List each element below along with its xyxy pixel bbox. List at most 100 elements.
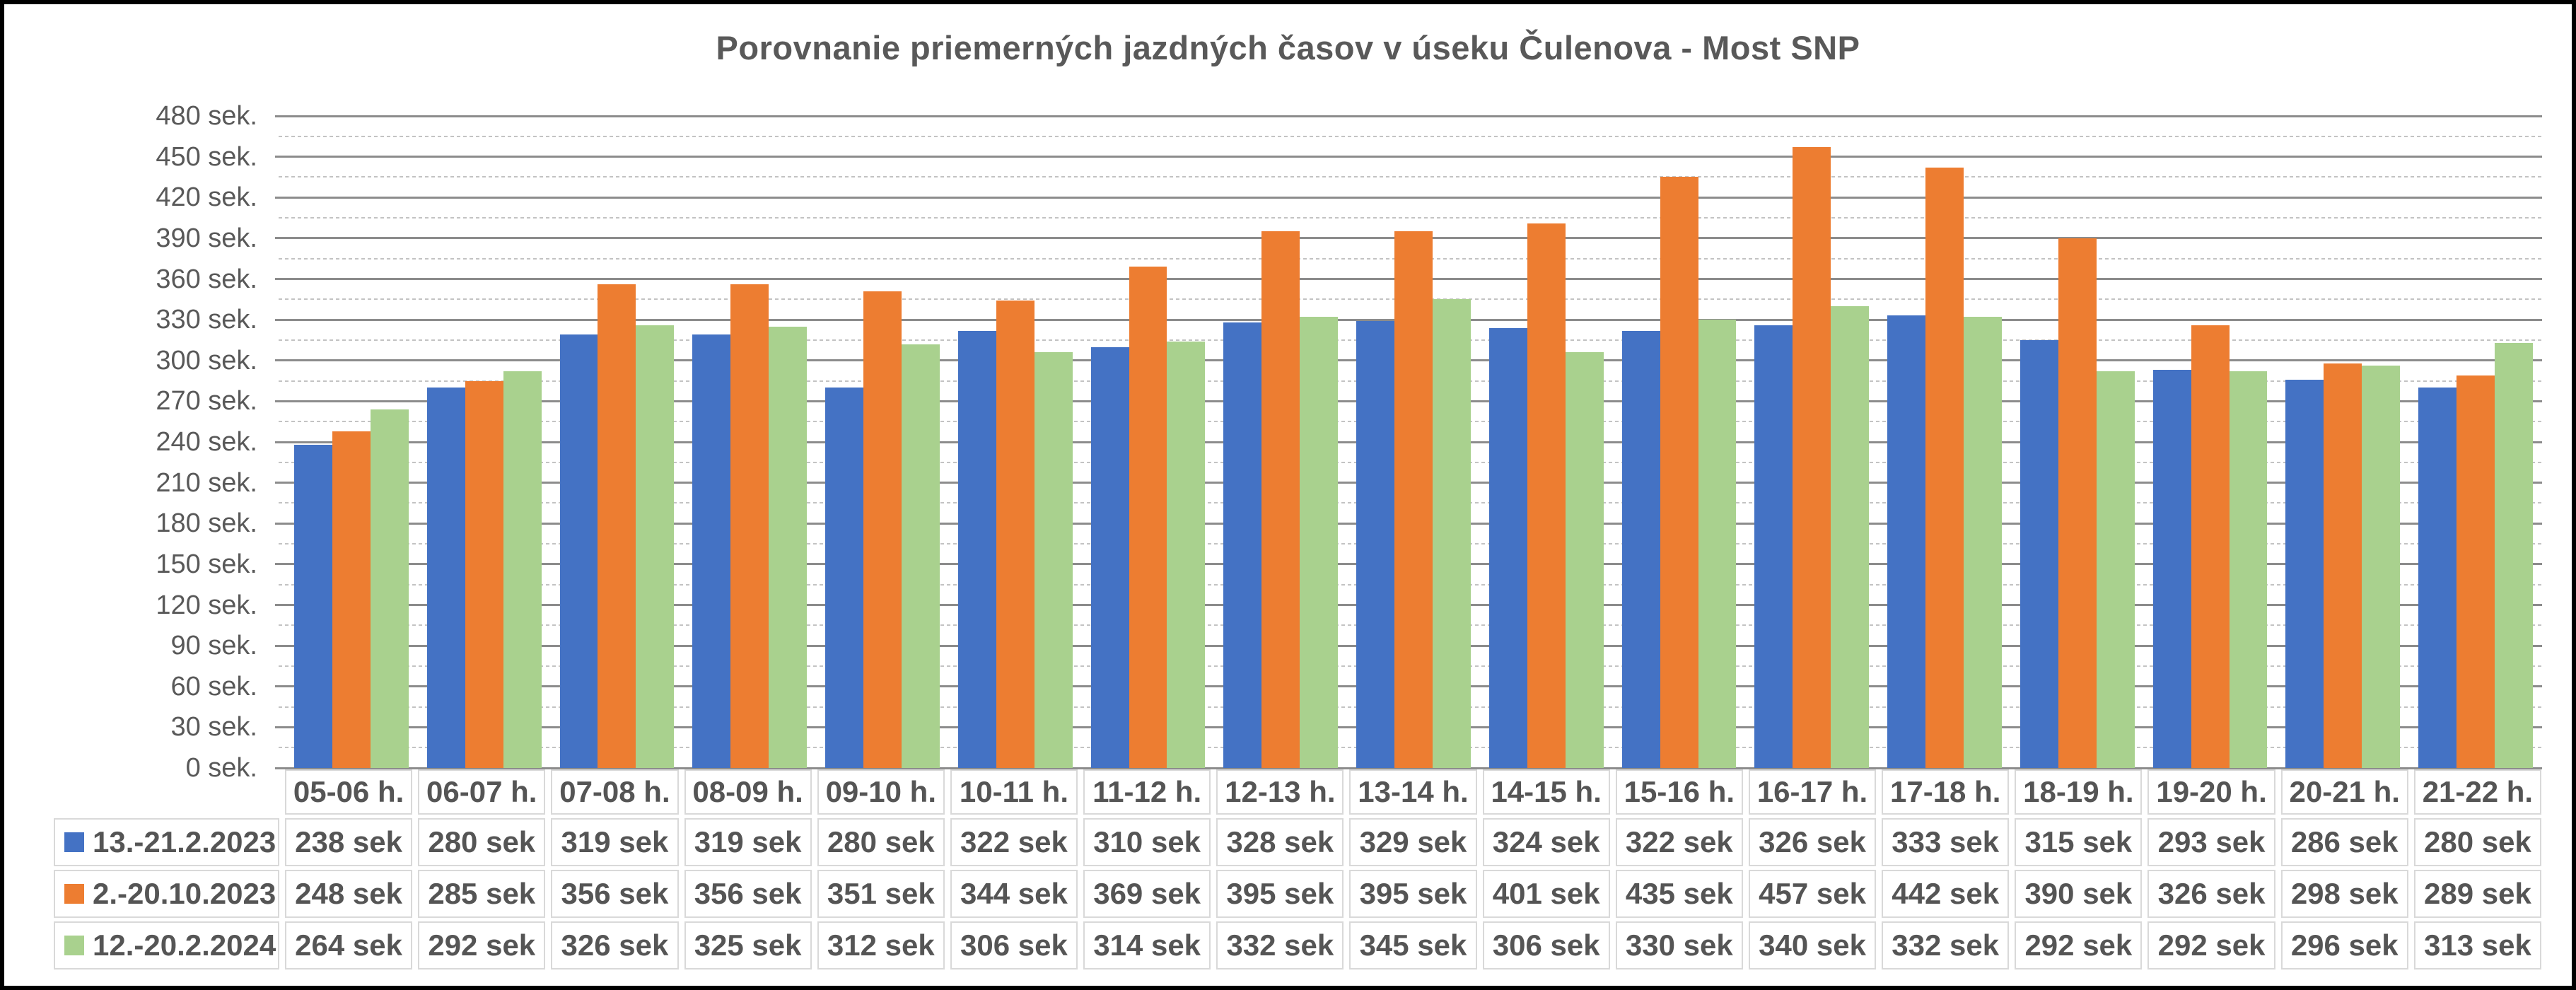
series-name-label: 2.-20.10.2023 xyxy=(93,877,276,910)
table-value-cell: 324 sek xyxy=(1482,818,1610,866)
series-legend-cell: 12.-20.2.2024 xyxy=(54,921,279,969)
table-value-cell: 325 sek xyxy=(684,921,812,969)
category-header-cell: 13-14 h. xyxy=(1349,769,1477,815)
bar-series-area xyxy=(285,116,2542,768)
bar-group xyxy=(285,116,418,768)
category-header-cell: 11-12 h. xyxy=(1083,769,1211,815)
table-value-cell: 248 sek xyxy=(285,870,413,918)
category-header-cell: 21-22 h. xyxy=(2413,769,2541,815)
y-axis-tick-label: 480 sek. xyxy=(156,101,257,131)
gridline-major xyxy=(275,196,2542,199)
bar xyxy=(294,444,332,768)
table-value-cell: 369 sek xyxy=(1083,870,1211,918)
table-value-cell: 310 sek xyxy=(1083,818,1211,866)
bar-group xyxy=(2276,116,2409,768)
table-value-cell: 395 sek xyxy=(1216,870,1344,918)
category-header-cell: 17-18 h. xyxy=(1882,769,2010,815)
legend-key-swatch xyxy=(64,832,84,852)
gridline-minor xyxy=(279,135,2542,137)
table-value-cell: 329 sek xyxy=(1349,818,1477,866)
bar-group xyxy=(418,116,551,768)
bar-group xyxy=(1214,116,1347,768)
table-value-cell: 319 sek xyxy=(684,818,812,866)
bar xyxy=(1831,305,1870,768)
bar xyxy=(559,334,598,768)
legend-key-swatch xyxy=(64,936,84,955)
category-header-cell: 16-17 h. xyxy=(1748,769,1877,815)
gridline-major xyxy=(275,767,2542,769)
table-value-cell: 298 sek xyxy=(2280,870,2408,918)
table-value-cell: 345 sek xyxy=(1349,921,1477,969)
bar xyxy=(2152,370,2191,768)
y-axis-tick-label: 30 sek. xyxy=(170,712,257,742)
category-header-cell: 07-08 h. xyxy=(551,769,679,815)
bar-group xyxy=(2011,116,2144,768)
table-value-cell: 390 sek xyxy=(2015,870,2143,918)
bar xyxy=(2495,342,2534,768)
bar xyxy=(1565,352,1604,768)
category-header-cell: 12-13 h. xyxy=(1216,769,1344,815)
table-value-cell: 326 sek xyxy=(1748,818,1877,866)
bar-group xyxy=(2409,116,2542,768)
chart-title: Porovnanie priemerných jazdných časov v … xyxy=(716,29,1860,66)
bar xyxy=(2362,366,2401,768)
y-axis: 480 sek. 450 sek. 420 sek. 390 sek. 360 sek.… xyxy=(4,101,257,783)
bar xyxy=(957,330,996,768)
table-value-cell: 238 sek xyxy=(285,818,413,866)
table-value-cell: 333 sek xyxy=(1882,818,2010,866)
table-value-cell: 312 sek xyxy=(817,921,945,969)
y-axis-tick-label: 120 sek. xyxy=(156,590,257,620)
table-value-cell: 293 sek xyxy=(2147,818,2275,866)
table-value-cell: 340 sek xyxy=(1748,921,1877,969)
table-value-cell: 344 sek xyxy=(950,870,1078,918)
bar-group xyxy=(1347,116,1480,768)
table-value-cell: 351 sek xyxy=(817,870,945,918)
bar xyxy=(1793,147,1831,768)
plot-area xyxy=(275,115,2542,769)
gridline-major xyxy=(275,115,2542,117)
bar xyxy=(1964,317,2002,768)
bar xyxy=(1090,346,1129,768)
series-legend-cell: 13.-21.2.2023 xyxy=(54,818,279,866)
category-header-cell: 14-15 h. xyxy=(1482,769,1610,815)
y-axis-tick-label: 150 sek. xyxy=(156,549,257,579)
series-name-label: 12.-20.2.2024 xyxy=(93,928,276,962)
bar xyxy=(598,284,636,768)
bar xyxy=(1394,231,1433,768)
bar xyxy=(370,409,409,768)
gridline-major xyxy=(275,156,2542,158)
table-value-cell: 332 sek xyxy=(1216,921,1344,969)
table-value-cell: 292 sek xyxy=(418,921,546,969)
table-value-cell: 395 sek xyxy=(1349,870,1477,918)
table-value-cell: 332 sek xyxy=(1882,921,2010,969)
bar xyxy=(1527,223,1566,768)
bar xyxy=(2229,371,2268,768)
bar xyxy=(825,388,863,768)
bar xyxy=(1167,341,1206,768)
y-axis-tick-label: 0 sek. xyxy=(185,753,257,783)
series-name-label: 13.-21.2.2023 xyxy=(93,825,276,858)
bar xyxy=(1660,177,1698,768)
bar xyxy=(2020,339,2058,768)
bar xyxy=(2418,388,2457,768)
bar-group xyxy=(683,116,816,768)
table-value-cell: 264 sek xyxy=(285,921,413,969)
table-value-cell: 285 sek xyxy=(418,870,546,918)
table-value-cell: 326 sek xyxy=(2147,870,2275,918)
y-axis-tick-label: 300 sek. xyxy=(156,345,257,375)
bar xyxy=(1887,315,1926,768)
bar xyxy=(1129,267,1167,768)
table-value-cell: 457 sek xyxy=(1748,870,1877,918)
category-header-cell: 06-07 h. xyxy=(418,769,546,815)
table-value-cell: 435 sek xyxy=(1615,870,1743,918)
y-axis-tick-label: 270 sek. xyxy=(156,386,257,417)
bar xyxy=(769,326,808,768)
bar xyxy=(1698,320,1737,768)
table-value-cell: 326 sek xyxy=(551,921,679,969)
table-value-cell: 322 sek xyxy=(950,818,1078,866)
table-value-cell: 306 sek xyxy=(1482,921,1610,969)
table-value-cell: 442 sek xyxy=(1882,870,2010,918)
bar xyxy=(2191,325,2230,768)
data-table: 05-06 h. 06-07 h. 07-08 h. 08-09 h. 09-10 h.… xyxy=(54,769,2541,969)
